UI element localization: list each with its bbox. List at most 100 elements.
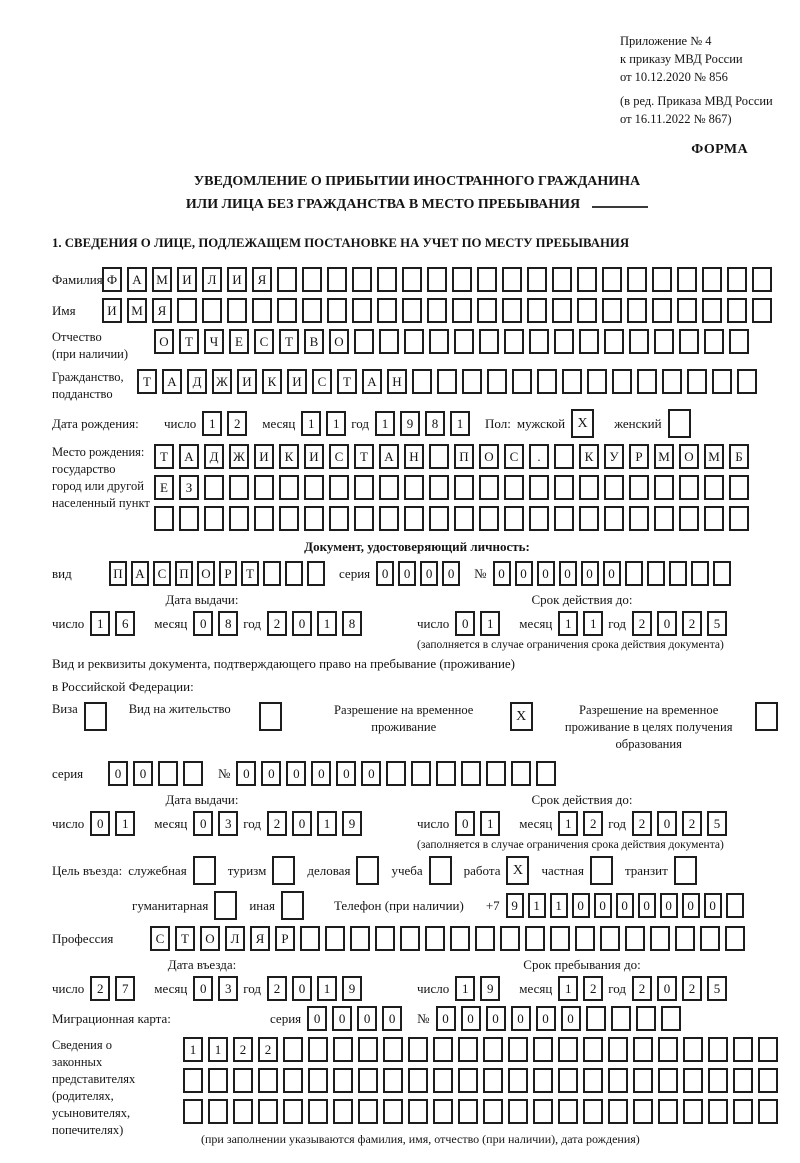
char-box[interactable] [379,475,399,500]
char-box[interactable] [408,1037,428,1062]
char-box[interactable] [579,475,599,500]
char-box[interactable] [412,369,432,394]
char-box[interactable] [508,1037,528,1062]
char-box[interactable] [227,298,247,323]
char-box[interactable] [704,475,724,500]
char-box[interactable]: 0 [681,893,700,918]
char-box[interactable]: 0 [558,561,577,586]
char-box[interactable] [602,267,622,292]
char-box[interactable]: Д [204,444,224,469]
char-box[interactable]: Р [219,561,237,586]
char-box[interactable] [208,1099,228,1124]
char-box[interactable]: 9 [400,411,421,436]
char-box[interactable] [263,561,281,586]
char-box[interactable]: 0 [637,893,656,918]
char-box[interactable] [729,329,749,354]
char-box[interactable] [383,1068,403,1093]
char-box[interactable]: 0 [398,561,417,586]
char-box[interactable]: 1 [583,611,604,636]
char-box[interactable] [627,298,647,323]
char-box[interactable] [504,329,524,354]
char-box[interactable]: 0 [311,761,332,786]
char-box[interactable]: . [529,444,549,469]
char-box[interactable]: Н [404,444,424,469]
char-box[interactable] [733,1068,753,1093]
char-box[interactable] [352,298,372,323]
char-box[interactable] [458,1068,478,1093]
char-box[interactable] [154,506,174,531]
char-box[interactable] [354,475,374,500]
char-box[interactable]: А [179,444,199,469]
char-box[interactable] [383,1037,403,1062]
char-box[interactable] [433,1068,453,1093]
char-box[interactable]: 0 [286,761,307,786]
char-box[interactable]: 0 [133,761,153,786]
char-box[interactable] [462,369,482,394]
char-box[interactable] [637,369,657,394]
char-box[interactable]: 0 [455,611,476,636]
char-box[interactable] [402,267,422,292]
char-box[interactable] [329,475,349,500]
char-box[interactable] [502,298,522,323]
char-box[interactable]: 1 [480,611,501,636]
char-box[interactable]: Р [629,444,649,469]
char-box[interactable]: 1 [202,411,223,436]
char-box[interactable] [658,1037,678,1062]
char-box[interactable] [702,298,722,323]
char-box[interactable] [529,506,549,531]
char-box[interactable]: 1 [208,1037,228,1062]
char-box[interactable] [502,267,522,292]
char-box[interactable] [508,1099,528,1124]
char-box[interactable] [579,506,599,531]
char-box[interactable]: 0 [615,893,634,918]
char-box[interactable] [429,444,449,469]
char-box[interactable]: Е [229,329,249,354]
char-box[interactable] [277,298,297,323]
char-box[interactable]: 0 [336,761,357,786]
char-box[interactable] [500,926,520,951]
char-box[interactable]: З [179,475,199,500]
char-box[interactable]: Т [279,329,299,354]
char-box[interactable] [477,267,497,292]
char-box[interactable] [758,1099,778,1124]
char-box[interactable] [404,329,424,354]
char-box[interactable]: 2 [258,1037,278,1062]
char-box[interactable] [277,267,297,292]
char-box[interactable]: 1 [455,976,476,1001]
char-box[interactable] [475,926,495,951]
char-box[interactable] [375,926,395,951]
char-box[interactable]: О [679,444,699,469]
char-box[interactable] [729,475,749,500]
char-box[interactable]: 0 [703,893,722,918]
char-box[interactable]: Т [179,329,199,354]
char-box[interactable] [307,561,325,586]
char-box[interactable] [558,1099,578,1124]
char-box[interactable] [452,298,472,323]
char-box[interactable] [633,1068,653,1093]
char-box[interactable] [302,267,322,292]
char-box[interactable]: 6 [115,611,136,636]
char-box[interactable] [436,761,457,786]
char-box[interactable] [550,926,570,951]
char-box[interactable] [179,506,199,531]
char-box[interactable]: К [579,444,599,469]
char-box[interactable] [356,856,380,885]
char-box[interactable] [428,856,452,885]
char-box[interactable] [308,1099,328,1124]
char-box[interactable]: 0 [580,561,599,586]
char-box[interactable]: А [379,444,399,469]
char-box[interactable]: 0 [602,561,621,586]
char-box[interactable]: 3 [218,811,239,836]
char-box[interactable] [652,267,672,292]
char-box[interactable]: Л [202,267,222,292]
char-box[interactable]: 1 [115,811,136,836]
char-box[interactable] [633,1099,653,1124]
char-box[interactable]: 0 [442,561,461,586]
char-box[interactable]: 5 [707,811,728,836]
char-box[interactable]: 0 [492,561,511,586]
char-box[interactable] [327,298,347,323]
char-box[interactable] [358,1099,378,1124]
char-box[interactable] [585,1006,606,1031]
char-box[interactable]: П [175,561,193,586]
char-box[interactable]: И [227,267,247,292]
